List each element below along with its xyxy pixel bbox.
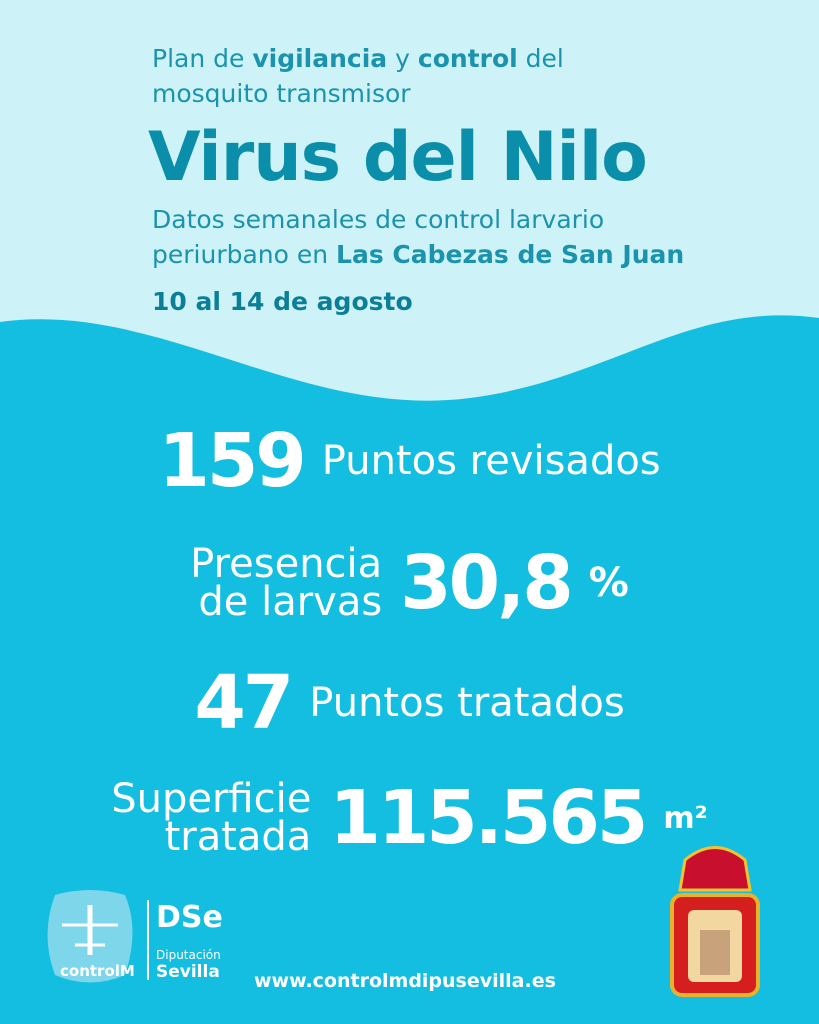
stat-value: 115.565 [329, 775, 648, 861]
intro-line: mosquito transmisor [152, 77, 411, 111]
text: Superficie [111, 776, 312, 822]
stat-unit: % [588, 560, 629, 606]
stat-value: 30,8 [400, 540, 574, 626]
text: Las Cabezas de San Juan [336, 240, 685, 269]
logo-dip: Sevilla [156, 962, 220, 982]
text: periurbano en [152, 240, 337, 269]
stat-label: Puntos tratados [309, 680, 625, 726]
text: de larvas [198, 579, 383, 625]
stat-row: Superficie tratada 115.565 m² [0, 775, 819, 861]
text: Datos semanales de control larvario [152, 205, 605, 234]
stat-row: Presencia de larvas 30,8 % [0, 540, 819, 626]
text: tratada [164, 814, 312, 860]
dates: 10 al 14 de agosto [152, 287, 413, 316]
url[interactable]: www.controlmdipusevilla.es [254, 970, 556, 992]
stat-label: Presencia de larvas [190, 544, 382, 622]
stat-row: 159 Puntos revisados [0, 418, 819, 504]
logo-dse: DSe [156, 900, 223, 935]
logo-controlm: controlM [60, 962, 135, 980]
stat-unit: m² [663, 800, 708, 836]
stat-value: 159 [158, 418, 306, 504]
stat-label: Superficie tratada [111, 779, 311, 857]
crest [670, 846, 760, 997]
stat-value: 47 [194, 660, 294, 746]
stat-label: Puntos revisados [321, 438, 661, 484]
logo-controlm-shape [47, 890, 133, 983]
logo-dip-small: Diputación [156, 948, 221, 962]
text: vigilancia [252, 44, 388, 73]
subtitle-line: periurbano en Las Cabezas de San Juan [152, 240, 684, 269]
intro-line: Plan de vigilancia y control del [152, 42, 564, 76]
text: y [387, 44, 418, 73]
subtitle-line: Datos semanales de control larvario [152, 205, 604, 234]
text: Plan de [152, 44, 253, 73]
text: Presencia [190, 541, 383, 587]
text: del [517, 44, 564, 73]
title: Virus del Nilo [148, 118, 648, 197]
text: control [417, 44, 518, 73]
stat-row: 47 Puntos tratados [0, 660, 819, 746]
text: mosquito transmisor [152, 79, 411, 108]
